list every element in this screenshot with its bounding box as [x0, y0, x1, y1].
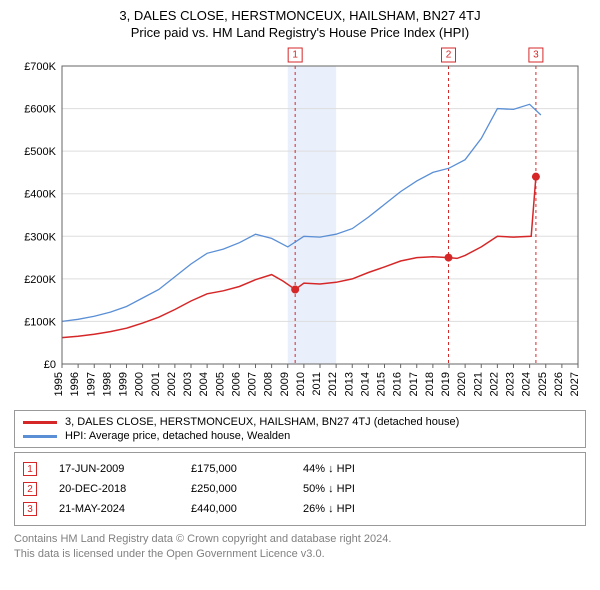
svg-text:2009: 2009 — [279, 372, 291, 396]
svg-text:2014: 2014 — [359, 372, 371, 396]
svg-text:2023: 2023 — [505, 372, 517, 396]
svg-text:2027: 2027 — [569, 372, 581, 396]
svg-text:2015: 2015 — [376, 372, 388, 396]
svg-text:£100K: £100K — [24, 316, 56, 328]
svg-text:2004: 2004 — [198, 372, 210, 396]
svg-text:2008: 2008 — [263, 372, 275, 396]
svg-text:2002: 2002 — [166, 372, 178, 396]
svg-text:2: 2 — [446, 50, 452, 61]
event-delta: 50% ↓ HPI — [303, 483, 355, 495]
legend-item: 3, DALES CLOSE, HERSTMONCEUX, HAILSHAM, … — [23, 415, 577, 429]
svg-text:£600K: £600K — [24, 104, 56, 116]
footer-attribution: Contains HM Land Registry data © Crown c… — [14, 532, 586, 562]
event-price: £175,000 — [191, 463, 281, 475]
svg-text:2001: 2001 — [150, 372, 162, 396]
events-table: 1 17-JUN-2009 £175,000 44% ↓ HPI 2 20-DE… — [14, 452, 586, 526]
event-date: 17-JUN-2009 — [59, 463, 169, 475]
legend-label: HPI: Average price, detached house, Weal… — [65, 430, 290, 442]
svg-text:1997: 1997 — [85, 372, 97, 396]
chart-area: £0 £100K £200K £300K £400K £500K £600K £700K 199… — [14, 46, 586, 406]
svg-text:1999: 1999 — [118, 372, 130, 396]
legend-label: 3, DALES CLOSE, HERSTMONCEUX, HAILSHAM, … — [65, 416, 459, 428]
legend-swatch — [23, 435, 57, 438]
svg-text:1998: 1998 — [101, 372, 113, 396]
svg-text:2017: 2017 — [408, 372, 420, 396]
svg-text:2018: 2018 — [424, 372, 436, 396]
svg-text:1: 1 — [292, 50, 298, 61]
svg-text:2013: 2013 — [343, 372, 355, 396]
svg-text:2020: 2020 — [456, 372, 468, 396]
event-marker: 1 — [23, 462, 37, 476]
legend-item: HPI: Average price, detached house, Weal… — [23, 429, 577, 443]
svg-text:£400K: £400K — [24, 189, 56, 201]
footer-line: Contains HM Land Registry data © Crown c… — [14, 532, 586, 547]
footer-line: This data is licensed under the Open Gov… — [14, 547, 586, 562]
svg-text:2019: 2019 — [440, 372, 452, 396]
legend: 3, DALES CLOSE, HERSTMONCEUX, HAILSHAM, … — [14, 410, 586, 448]
svg-text:2024: 2024 — [521, 372, 533, 396]
event-delta: 44% ↓ HPI — [303, 463, 355, 475]
svg-text:£200K: £200K — [24, 274, 56, 286]
svg-text:£500K: £500K — [24, 146, 56, 158]
event-marker: 2 — [23, 482, 37, 496]
svg-text:2011: 2011 — [311, 372, 323, 396]
svg-text:1995: 1995 — [53, 372, 65, 396]
svg-text:£300K: £300K — [24, 231, 56, 243]
event-price: £250,000 — [191, 483, 281, 495]
svg-text:2000: 2000 — [134, 372, 146, 396]
event-row: 2 20-DEC-2018 £250,000 50% ↓ HPI — [23, 479, 577, 499]
svg-text:2007: 2007 — [247, 372, 259, 396]
svg-text:3: 3 — [533, 50, 539, 61]
svg-text:2006: 2006 — [230, 372, 242, 396]
svg-text:£700K: £700K — [24, 61, 56, 73]
event-row: 1 17-JUN-2009 £175,000 44% ↓ HPI — [23, 459, 577, 479]
svg-text:£0: £0 — [44, 359, 56, 371]
event-price: £440,000 — [191, 503, 281, 515]
svg-text:2010: 2010 — [295, 372, 307, 396]
svg-text:2005: 2005 — [214, 372, 226, 396]
legend-swatch — [23, 421, 57, 424]
svg-text:2022: 2022 — [488, 372, 500, 396]
svg-text:2025: 2025 — [537, 372, 549, 396]
svg-text:2003: 2003 — [182, 372, 194, 396]
event-marker: 3 — [23, 502, 37, 516]
svg-text:2021: 2021 — [472, 372, 484, 396]
event-date: 21-MAY-2024 — [59, 503, 169, 515]
event-date: 20-DEC-2018 — [59, 483, 169, 495]
svg-text:2012: 2012 — [327, 372, 339, 396]
chart-svg: £0 £100K £200K £300K £400K £500K £600K £700K 199… — [14, 46, 586, 406]
svg-text:1996: 1996 — [69, 372, 81, 396]
event-delta: 26% ↓ HPI — [303, 503, 355, 515]
svg-text:2026: 2026 — [553, 372, 565, 396]
chart-title-address: 3, DALES CLOSE, HERSTMONCEUX, HAILSHAM, … — [14, 8, 586, 23]
chart-container: 3, DALES CLOSE, HERSTMONCEUX, HAILSHAM, … — [0, 0, 600, 590]
chart-subtitle: Price paid vs. HM Land Registry's House … — [14, 25, 586, 40]
svg-text:2016: 2016 — [392, 372, 404, 396]
event-row: 3 21-MAY-2024 £440,000 26% ↓ HPI — [23, 499, 577, 519]
